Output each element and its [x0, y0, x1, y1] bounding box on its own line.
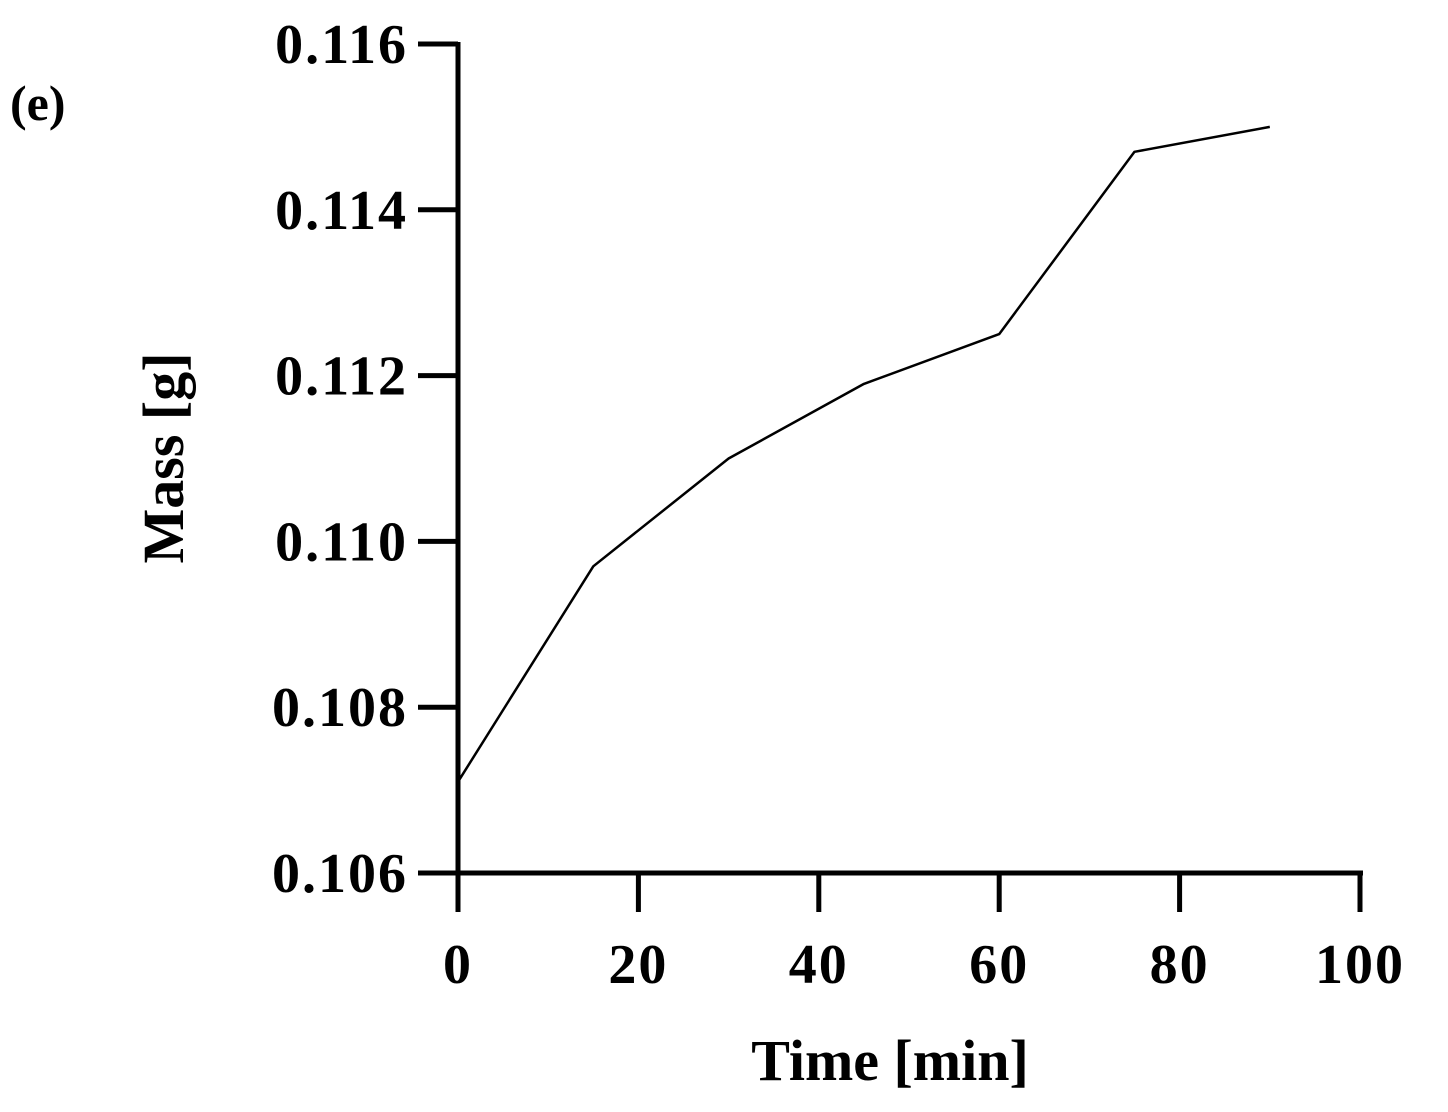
x-tick-label: 80: [1150, 934, 1210, 996]
x-tick-label: 100: [1315, 934, 1405, 996]
x-axis-ticks: 0 20 40 60 80 100: [443, 873, 1405, 996]
x-tick-label: 60: [969, 934, 1029, 996]
y-tick-label: 0.106: [272, 843, 408, 905]
y-axis-title: Mass [g]: [131, 352, 196, 563]
y-tick-label: 0.114: [275, 180, 408, 242]
panel-label: (e): [10, 75, 66, 131]
y-tick-label: 0.108: [272, 677, 408, 739]
y-tick-label: 0.116: [275, 14, 408, 76]
y-tick-label: 0.112: [275, 346, 408, 408]
y-tick-label: 0.110: [275, 511, 408, 573]
series-line: [456, 125, 1271, 783]
x-tick-label: 40: [789, 934, 849, 996]
x-tick-label: 0: [443, 934, 473, 996]
y-axis-ticks: 0.106 0.108 0.110 0.112 0.114 0.116: [272, 14, 458, 905]
x-tick-label: 20: [608, 934, 668, 996]
x-axis-title: Time [min]: [751, 1028, 1029, 1093]
